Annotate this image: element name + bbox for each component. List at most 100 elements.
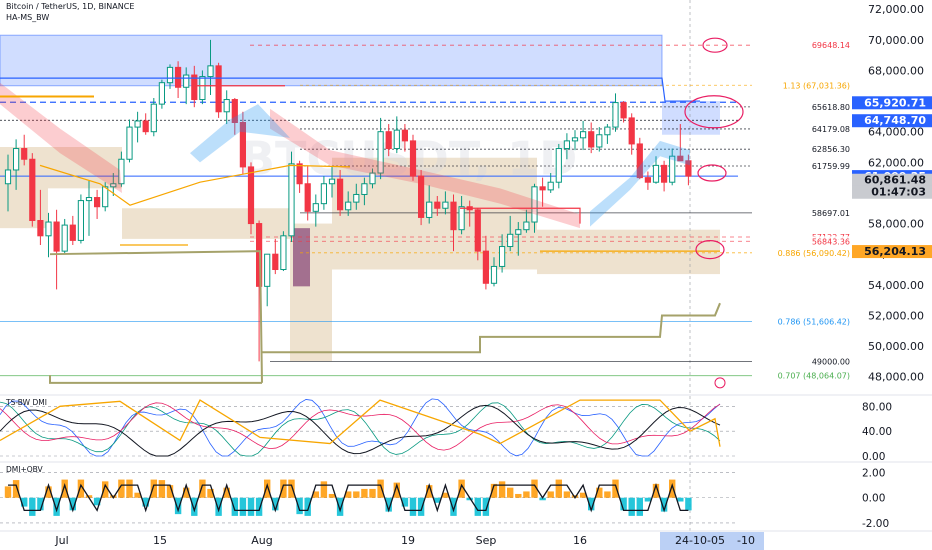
indicator-title[interactable]: HA-MS_BW	[6, 13, 50, 22]
level-label-bg	[754, 207, 854, 218]
candle-body	[247, 166, 255, 225]
candle	[69, 215, 76, 245]
obv-axis-label: -2.00	[862, 518, 889, 530]
candle-body	[175, 66, 182, 88]
candle	[53, 209, 60, 290]
candle	[636, 137, 643, 180]
supply-zone-blue	[0, 34, 663, 87]
level-label: 49000.00	[812, 357, 850, 366]
candle	[231, 98, 238, 135]
candle	[175, 61, 182, 98]
candle	[661, 160, 668, 192]
obv-bar	[458, 479, 465, 498]
time-axis-label: Aug	[251, 534, 272, 547]
time-axis-label: Jul	[54, 534, 68, 547]
candle-body	[337, 178, 344, 211]
price-axis: 72,000.0070,000.0068,000.0066,000.0064,0…	[852, 0, 932, 392]
candle-body	[94, 197, 101, 208]
obv-label[interactable]: DMI+OBV	[6, 465, 43, 474]
candle	[85, 180, 93, 236]
demand-zone	[122, 208, 290, 239]
candle	[337, 169, 344, 216]
candle	[458, 196, 465, 235]
candle	[409, 134, 417, 181]
candle-body	[142, 120, 149, 133]
dmi-label[interactable]: TS-BW DMI	[6, 398, 47, 407]
candle-body	[4, 169, 12, 185]
obv-bar	[199, 479, 206, 498]
candle	[272, 238, 279, 275]
candle-body	[669, 155, 676, 183]
obv-bar	[353, 491, 360, 498]
level-label-bg	[754, 144, 854, 155]
obv-bar	[555, 479, 562, 498]
obv-bar	[669, 479, 676, 498]
candle-body	[110, 183, 117, 188]
candle	[94, 189, 101, 219]
candle-body	[288, 163, 295, 237]
level-label-bg	[754, 80, 854, 91]
obv-bar	[652, 483, 660, 498]
time-axis: Jul 15 Aug 19 Sep 16 24-10-05 -10	[0, 530, 932, 550]
candle	[264, 253, 271, 307]
candle-body	[264, 253, 271, 287]
candle-body	[596, 134, 603, 148]
candle-body	[612, 102, 619, 128]
symbol-title[interactable]: Bitcoin / TetherUS, 1D, BINANCE	[6, 2, 135, 11]
candle	[247, 162, 255, 235]
candle-body	[126, 126, 133, 160]
candle-body	[401, 129, 408, 142]
candle-body	[191, 74, 198, 101]
level-label: 0.786 (51,606.42)	[778, 317, 850, 326]
demand-zone	[48, 147, 122, 189]
candle	[539, 177, 546, 207]
candle-body	[296, 163, 303, 185]
level-label-bg	[754, 160, 854, 171]
price-tag-label: 64,748.70	[864, 114, 926, 127]
candle	[312, 194, 319, 227]
obv-bar	[296, 497, 303, 515]
candle-body	[21, 148, 28, 160]
price-axis-label: 68,000.00	[868, 64, 924, 77]
time-cursor-label: 24-10-05	[675, 534, 725, 547]
ma-line-orange	[39, 164, 351, 206]
price-axis-label: 54,000.00	[868, 279, 924, 292]
candle-body	[69, 224, 76, 241]
candle	[239, 111, 247, 175]
candle	[555, 143, 562, 189]
obv-pane: 2.00 0.00 -2.00	[0, 461, 932, 530]
dmi-orange-line	[0, 399, 721, 447]
obv-bar	[677, 497, 684, 502]
candle-body	[474, 209, 481, 252]
obv-bar	[142, 497, 149, 507]
candle	[110, 173, 117, 196]
candle	[571, 130, 579, 151]
candle	[118, 151, 125, 187]
candle	[353, 183, 360, 210]
price-axis-label: 62,000.00	[868, 156, 924, 169]
obv-bar	[85, 495, 93, 498]
time-axis-label: -10	[737, 534, 755, 547]
candle-body	[215, 65, 222, 113]
obv-bar	[37, 497, 44, 511]
level-label-bg	[754, 101, 854, 112]
candle	[442, 191, 449, 215]
volume-block	[293, 228, 310, 287]
obv-bar	[102, 481, 109, 498]
level-label: 61759.99	[812, 162, 850, 171]
candle-body	[53, 221, 60, 252]
dmi-adx-line	[0, 402, 721, 451]
candle-body	[223, 99, 230, 113]
obv-bar	[255, 497, 263, 516]
candle-body	[166, 66, 174, 84]
candle	[215, 62, 222, 118]
candle	[612, 93, 619, 132]
price-axis-label: 48,000.00	[868, 371, 924, 384]
obv-bar	[474, 497, 481, 516]
candle	[280, 231, 287, 272]
candle	[385, 124, 392, 157]
candle	[134, 111, 141, 143]
obv-axis-label: 2.00	[862, 468, 885, 480]
candle-body	[523, 221, 530, 231]
